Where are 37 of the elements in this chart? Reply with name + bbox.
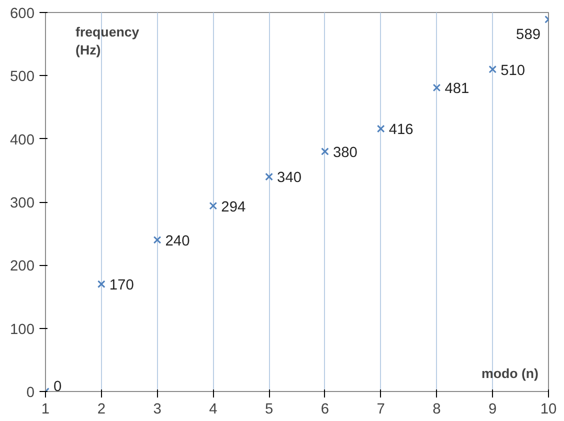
point (153, 236, 162, 244)
data-label: 589 (516, 26, 541, 43)
point (376, 124, 385, 133)
x-axis-title: modo (n) (482, 366, 539, 381)
point (265, 172, 273, 181)
data-label: 170 (109, 278, 134, 294)
x-tick-label: 7 (376, 402, 385, 418)
y-tick-label: 600 (10, 6, 35, 22)
y-tick-label: 300 (10, 196, 35, 212)
data-label: 294 (221, 199, 246, 216)
y-axis-title: frequency (Hz) (76, 24, 140, 58)
y-tick-label: 100 (10, 322, 35, 338)
x-tick-label: 6 (320, 402, 330, 418)
data-label: 240 (165, 233, 190, 250)
x-tick-label: 8 (432, 402, 441, 418)
x-tick-label: 4 (209, 402, 218, 418)
y-tick-label: 200 (10, 258, 35, 275)
x-tick-label: 9 (488, 402, 497, 418)
x-tick-label: 3 (153, 402, 162, 418)
data-label: 0 (54, 379, 62, 395)
data-label: 380 (332, 144, 358, 161)
point (432, 84, 441, 92)
point (209, 202, 218, 210)
point (488, 65, 497, 74)
y-tick-label: 400 (10, 132, 35, 148)
point (321, 148, 329, 156)
x-tick-label: 10 (540, 402, 557, 418)
data-label: 481 (444, 81, 470, 98)
y-tick-label: 0 (26, 385, 35, 401)
x-tick-label: 5 (264, 402, 274, 418)
y-tick-label: 500 (10, 69, 35, 86)
data-label: 416 (388, 122, 414, 138)
x-tick-label: 2 (97, 402, 106, 418)
x-tick-label: 1 (41, 402, 50, 418)
point (97, 280, 106, 288)
data-label: 340 (277, 170, 302, 186)
data-label: 510 (500, 62, 526, 79)
